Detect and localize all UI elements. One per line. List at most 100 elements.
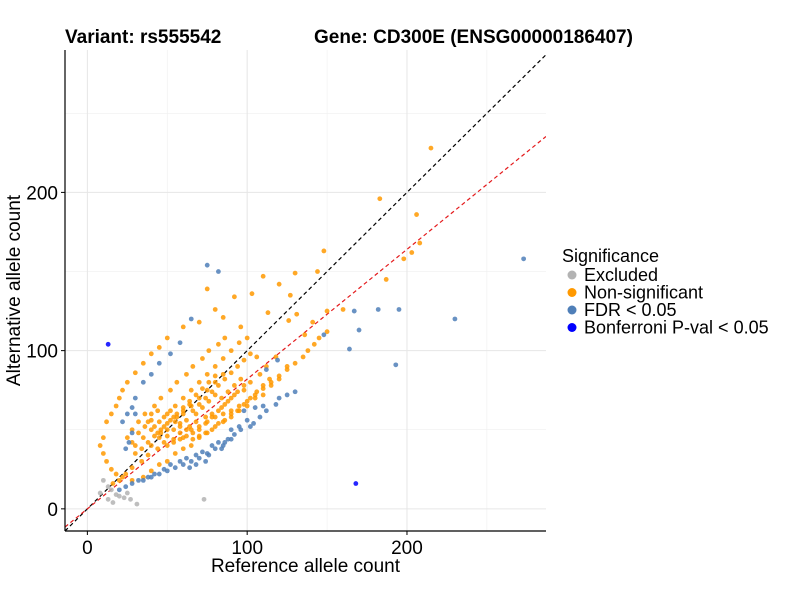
point-non-significant: [172, 419, 178, 425]
point-fdr-0-05: [188, 458, 194, 464]
reference-line-fit: [65, 136, 546, 528]
point-non-significant: [184, 417, 189, 423]
point-non-significant: [113, 471, 119, 477]
point-non-significant: [177, 421, 183, 426]
point-non-significant: [200, 386, 205, 391]
point-fdr-0-05: [216, 439, 221, 445]
point-non-significant: [155, 430, 161, 436]
point-non-significant: [222, 402, 228, 407]
point-non-significant: [236, 403, 242, 409]
point-fdr-0-05: [156, 360, 162, 366]
point-fdr-0-05: [184, 455, 189, 461]
point-non-significant: [324, 329, 330, 335]
point-non-significant: [244, 398, 250, 404]
point-non-significant: [116, 477, 122, 483]
point-non-significant: [219, 405, 225, 410]
legend-key-marker: [567, 323, 577, 332]
point-non-significant: [104, 419, 109, 425]
y-tick-label: 200: [26, 183, 58, 204]
point-non-significant: [292, 360, 298, 366]
point-fdr-0-05: [206, 452, 212, 458]
point-non-significant: [164, 421, 170, 426]
point-non-significant: [228, 348, 234, 354]
point-non-significant: [129, 465, 135, 471]
point-non-significant: [235, 408, 240, 414]
point-non-significant: [193, 411, 199, 417]
point-non-significant: [196, 427, 202, 433]
point-non-significant: [180, 446, 186, 452]
point-non-significant: [220, 356, 226, 361]
point-non-significant: [171, 414, 177, 420]
point-fdr-0-05: [188, 316, 194, 322]
point-non-significant: [164, 458, 170, 464]
point-non-significant: [168, 417, 173, 423]
point-non-significant: [216, 383, 221, 388]
point-fdr-0-05: [193, 452, 199, 458]
point-excluded: [108, 487, 114, 493]
point-non-significant: [180, 395, 186, 401]
point-non-significant: [196, 395, 202, 401]
point-non-significant: [228, 411, 234, 417]
point-non-significant: [428, 145, 434, 151]
point-excluded: [105, 484, 111, 490]
legend-title: Significance: [562, 246, 659, 266]
point-non-significant: [164, 443, 170, 448]
point-non-significant: [316, 335, 322, 341]
point-non-significant: [401, 256, 407, 262]
point-non-significant: [164, 427, 170, 433]
point-non-significant: [152, 403, 157, 409]
point-fdr-0-05: [124, 411, 130, 417]
point-non-significant: [177, 436, 183, 442]
point-fdr-0-05: [187, 465, 193, 471]
point-fdr-0-05: [156, 471, 162, 477]
point-non-significant: [190, 430, 196, 436]
point-fdr-0-05: [219, 446, 225, 452]
point-non-significant: [305, 348, 311, 354]
point-non-significant: [152, 424, 157, 429]
point-fdr-0-05: [204, 262, 210, 268]
point-non-significant: [238, 324, 244, 330]
point-non-significant: [294, 311, 300, 317]
point-non-significant: [206, 398, 212, 404]
point-non-significant: [108, 411, 114, 417]
point-non-significant: [188, 387, 194, 393]
point-non-significant: [139, 458, 145, 464]
point-non-significant: [156, 419, 162, 425]
point-non-significant: [225, 389, 231, 395]
point-non-significant: [235, 364, 240, 369]
point-non-significant: [276, 281, 282, 287]
point-non-significant: [139, 446, 145, 452]
point-non-significant: [156, 462, 162, 467]
point-non-significant: [148, 411, 154, 417]
point-non-significant: [171, 427, 177, 433]
point-non-significant: [260, 273, 266, 279]
point-fdr-0-05: [136, 477, 141, 483]
point-fdr-0-05: [177, 458, 183, 464]
point-non-significant: [132, 443, 138, 448]
point-non-significant: [247, 351, 253, 357]
point-non-significant: [155, 446, 161, 452]
point-non-significant: [184, 427, 189, 433]
point-non-significant: [120, 387, 125, 393]
point-fdr-0-05: [129, 405, 135, 410]
point-fdr-0-05: [347, 346, 352, 352]
point-fdr-0-05: [132, 411, 138, 417]
point-fdr-0-05: [123, 446, 129, 452]
point-non-significant: [209, 414, 215, 420]
point-non-significant: [161, 424, 167, 429]
point-non-significant: [286, 318, 292, 323]
chart-title-gene: Gene: CD300E (ENSG00000186407): [314, 27, 633, 48]
point-non-significant: [204, 286, 210, 292]
point-non-significant: [203, 421, 209, 426]
point-non-significant: [108, 466, 114, 472]
point-fdr-0-05: [132, 395, 138, 401]
point-non-significant: [172, 403, 178, 409]
point-fdr-0-05: [275, 357, 280, 363]
point-non-significant: [164, 411, 170, 417]
point-non-significant: [171, 439, 177, 445]
point-fdr-0-05: [212, 446, 218, 452]
point-non-significant: [123, 471, 129, 477]
point-non-significant: [124, 435, 130, 441]
point-non-significant: [113, 403, 119, 409]
point-non-significant: [156, 345, 162, 350]
